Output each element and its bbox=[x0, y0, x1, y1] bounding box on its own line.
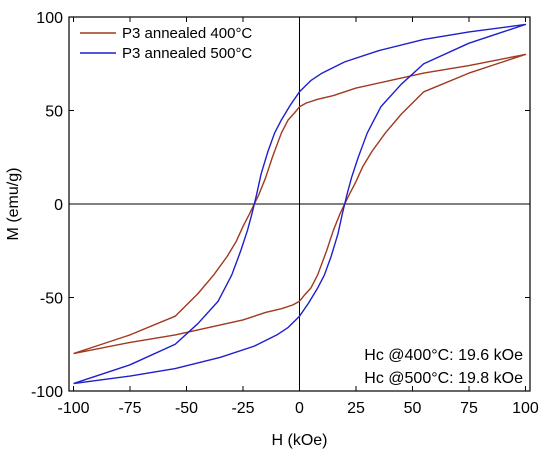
zero-lines bbox=[69, 17, 530, 391]
series-line-0 bbox=[73, 53, 527, 355]
x-tick-label: 75 bbox=[460, 400, 478, 417]
annotation-hc-500: Hc @500°C: 19.8 kOe bbox=[364, 370, 523, 387]
series-line-1 bbox=[73, 23, 527, 385]
legend-label-400: P3 annealed 400°C bbox=[122, 25, 252, 42]
series-layer bbox=[73, 23, 527, 385]
x-tick-label: 50 bbox=[404, 400, 422, 417]
x-tick-label: -100 bbox=[58, 400, 90, 417]
x-axis-label: H (kOe) bbox=[272, 432, 328, 449]
x-tick-label: -75 bbox=[118, 400, 141, 417]
y-axis-label: M (emu/g) bbox=[5, 168, 22, 241]
x-tick-label: -50 bbox=[175, 400, 198, 417]
y-tick-label: 50 bbox=[45, 104, 63, 121]
legend: P3 annealed 400°C P3 annealed 500°C bbox=[80, 25, 252, 62]
legend-label-500: P3 annealed 500°C bbox=[122, 45, 252, 62]
y-tick-label: -100 bbox=[31, 384, 63, 401]
x-tick-label: 100 bbox=[512, 400, 539, 417]
y-tick-label: -50 bbox=[40, 291, 63, 308]
x-tick-label: -25 bbox=[231, 400, 254, 417]
x-tick-label: 25 bbox=[347, 400, 365, 417]
y-tick-label: 100 bbox=[36, 10, 63, 27]
x-tick-label: 0 bbox=[295, 400, 304, 417]
y-tick-label: 0 bbox=[54, 197, 63, 214]
ticks-layer: -100 -75 -50 -25 0 25 50 75 100 -100 -50 0 50 100 bbox=[31, 10, 539, 417]
annotation-hc-400: Hc @400°C: 19.6 kOe bbox=[364, 347, 523, 364]
